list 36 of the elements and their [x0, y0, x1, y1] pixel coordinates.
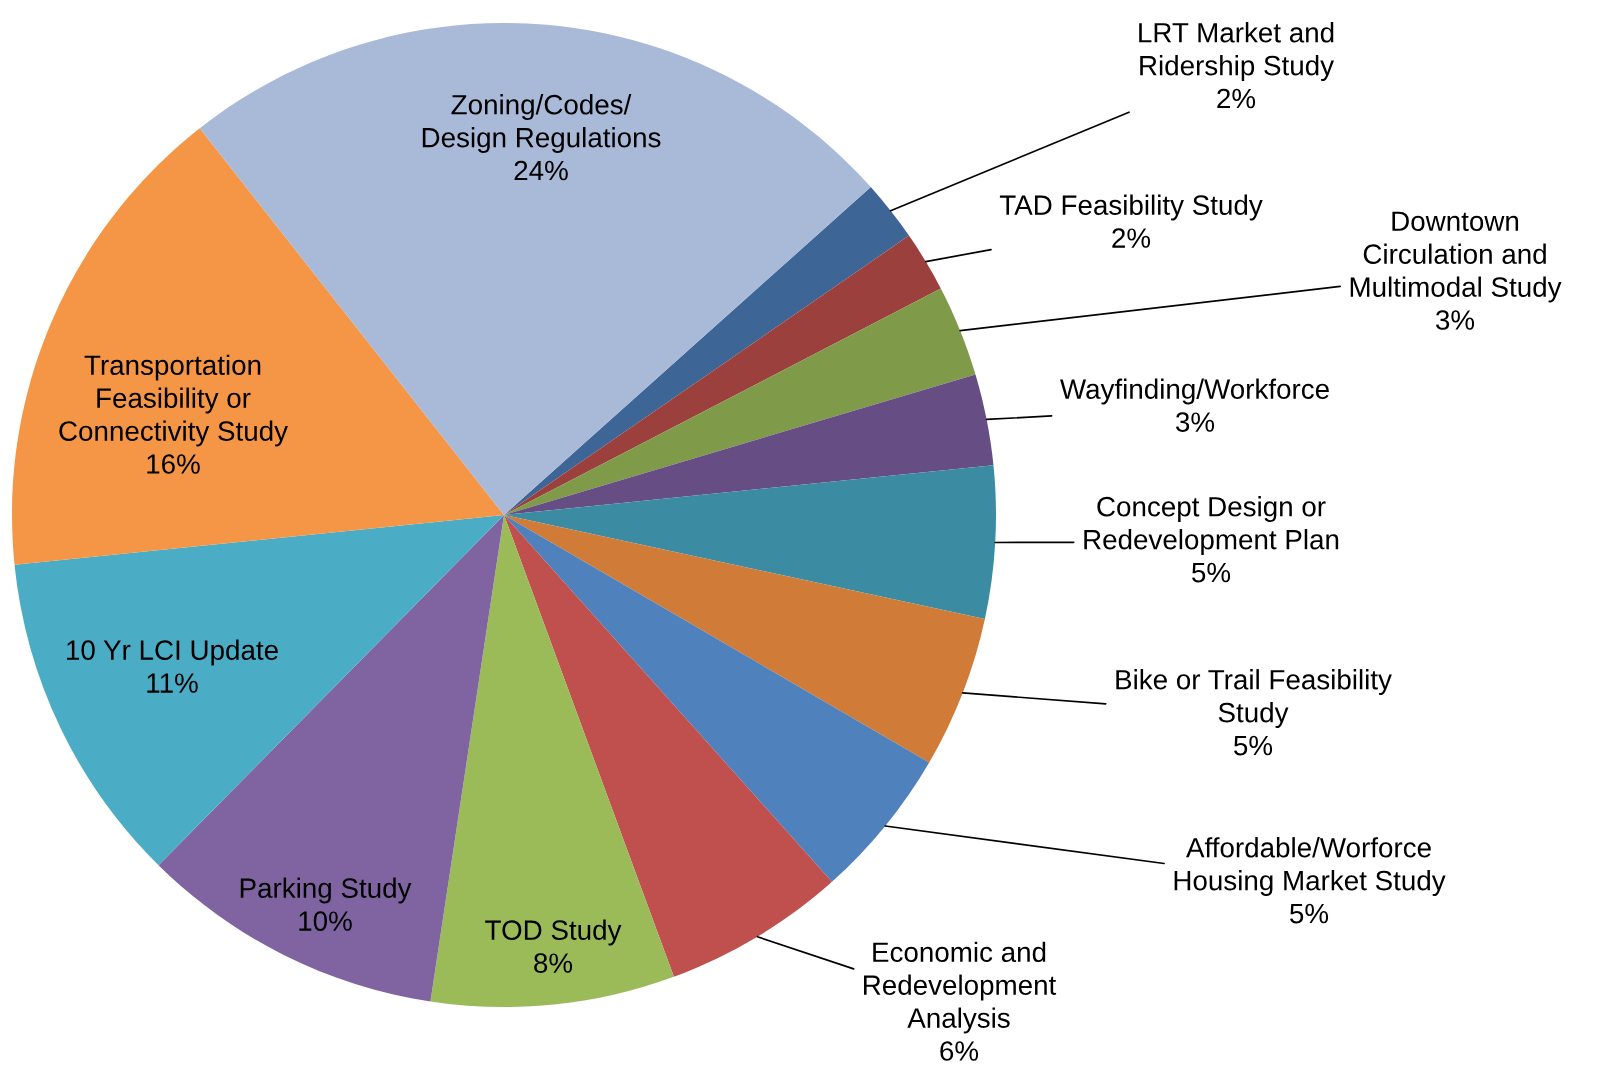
slice-label: TAD Feasibility Study	[999, 194, 1263, 221]
slice-label: Zoning/Codes/ Design Regulations	[422, 94, 661, 153]
slice-label: Bike or Trail Feasibility Study	[1116, 669, 1392, 728]
pie-slice	[504, 465, 996, 619]
pie-slice	[504, 187, 909, 515]
pie-slice	[14, 515, 504, 866]
slice-label: Affordable/Worforce Housing Market Study	[1174, 837, 1446, 896]
pie-slice	[12, 128, 504, 565]
pie-slice	[504, 235, 941, 515]
slice-label: Parking Study	[240, 877, 412, 904]
slice-label: Economic and Redevelopment Analysis	[864, 941, 1057, 1034]
slice-label: Concept Design or Redevelopment Plan	[1084, 496, 1339, 555]
data-label: 8%	[534, 953, 573, 973]
data-label: 5%	[1192, 562, 1231, 583]
slice-label: Wayfinding/Workforce	[1060, 378, 1329, 405]
pie-slice	[504, 515, 985, 763]
data-label: 5%	[1290, 903, 1329, 924]
data-label: 3%	[1435, 310, 1475, 330]
data-label: 24%	[514, 160, 568, 181]
slice-label: Transportation Feasibility or Connectivity Study	[59, 354, 288, 447]
data-label: 10%	[299, 911, 352, 931]
data-label: 2%	[1217, 88, 1256, 109]
data-label: 2%	[1112, 228, 1151, 248]
pie-slice	[504, 515, 930, 882]
data-label: 3%	[1175, 412, 1215, 432]
pie-slice	[504, 288, 976, 515]
data-label: 16%	[147, 454, 200, 474]
pie-slice	[504, 374, 994, 515]
data-label: 6%	[940, 1041, 979, 1061]
slice-label: TOD Study	[485, 919, 622, 946]
slice-label: Downtown Circulation and Multimodal Study	[1350, 211, 1562, 303]
data-label: 11%	[147, 673, 198, 693]
slice-label: 10 Yr LCI Update	[67, 639, 278, 666]
data-label: 5%	[1234, 735, 1273, 756]
slice-label: LRT Market and Ridership Study	[1139, 22, 1334, 81]
pie-slice	[430, 515, 674, 1007]
